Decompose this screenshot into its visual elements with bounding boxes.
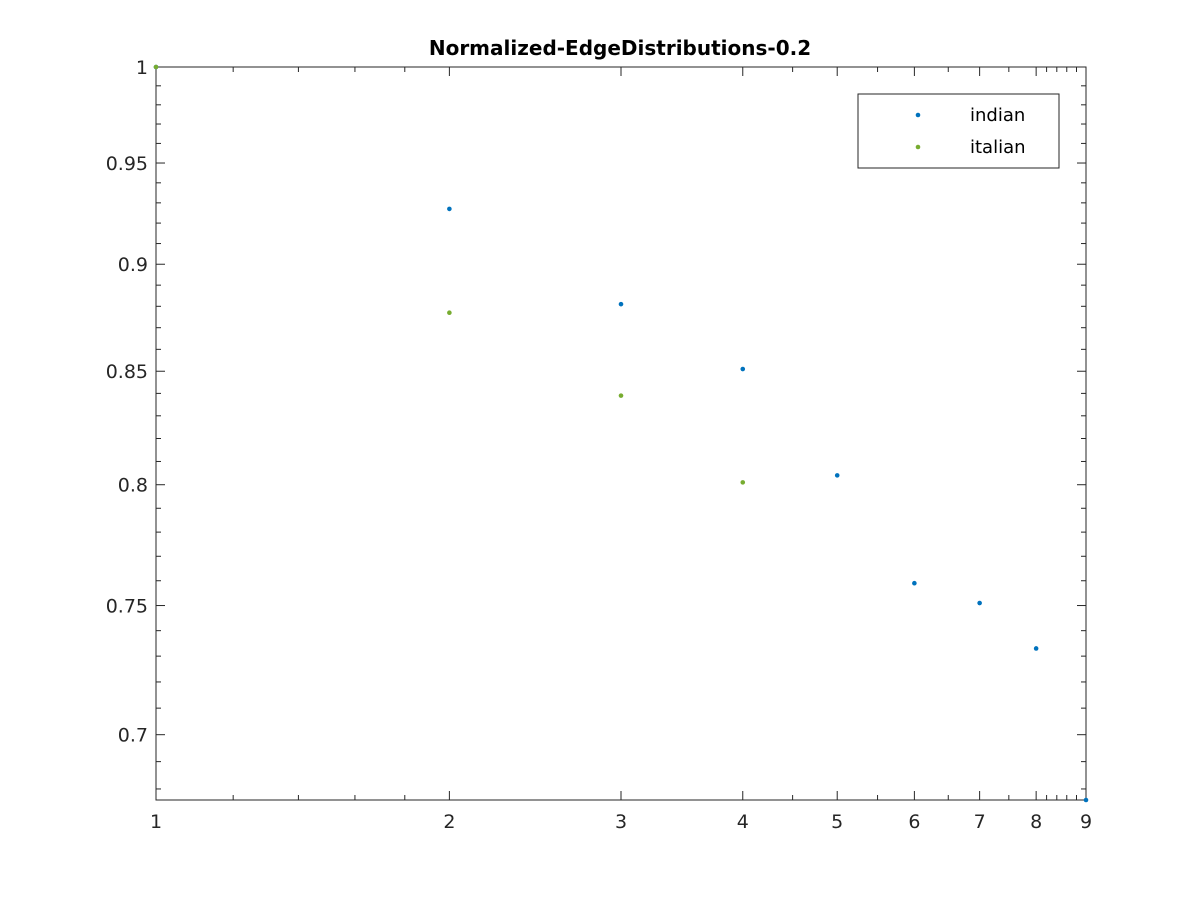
x-tick-label: 7 xyxy=(974,811,986,833)
data-point-italian xyxy=(153,64,159,70)
y-tick-label: 0.9 xyxy=(118,254,148,276)
chart-title: Normalized-EdgeDistributions-0.2 xyxy=(429,36,811,60)
plot-frame xyxy=(155,66,1087,801)
data-point-indian xyxy=(1083,797,1089,803)
legend-box xyxy=(857,93,1060,169)
data-point-indian xyxy=(912,580,917,586)
legend-marker-indian xyxy=(915,112,921,118)
data-point-indian xyxy=(834,473,840,478)
x-tick-label: 5 xyxy=(831,811,843,833)
y-tick-label: 1 xyxy=(136,57,148,79)
data-marks xyxy=(153,64,1089,803)
y-tick-label: 0.8 xyxy=(118,475,148,497)
y-tick-label: 0.7 xyxy=(118,725,148,747)
x-tick-label: 2 xyxy=(443,811,455,833)
data-point-italian xyxy=(740,480,746,485)
data-point-indian xyxy=(447,206,452,212)
data-point-indian xyxy=(977,600,982,606)
x-tick-label: 8 xyxy=(1030,811,1042,833)
axes: 1 2 3 4 5 6 7 8 9 0.7 0.75 0.8 0.85 0.9 0.95 1 xyxy=(106,57,1092,833)
data-point-italian xyxy=(618,393,624,398)
data-point-italian xyxy=(447,310,452,315)
data-point-indian xyxy=(740,366,746,372)
x-tick-label: 3 xyxy=(615,811,627,833)
x-tick-label: 4 xyxy=(737,811,749,833)
x-tick-label: 6 xyxy=(908,811,920,833)
legend: indian italian xyxy=(857,93,1060,169)
legend-marker-italian xyxy=(915,144,921,150)
x-tick-label: 1 xyxy=(150,811,162,833)
legend-label-indian: indian xyxy=(970,105,1025,126)
y-tick-label: 0.85 xyxy=(106,361,148,383)
data-point-indian xyxy=(618,301,624,307)
legend-label-italian: italian xyxy=(970,137,1026,158)
x-tick-label: 9 xyxy=(1080,811,1092,833)
data-point-indian xyxy=(1033,646,1039,651)
y-tick-label: 0.95 xyxy=(106,153,148,175)
y-tick-label: 0.75 xyxy=(106,596,148,618)
